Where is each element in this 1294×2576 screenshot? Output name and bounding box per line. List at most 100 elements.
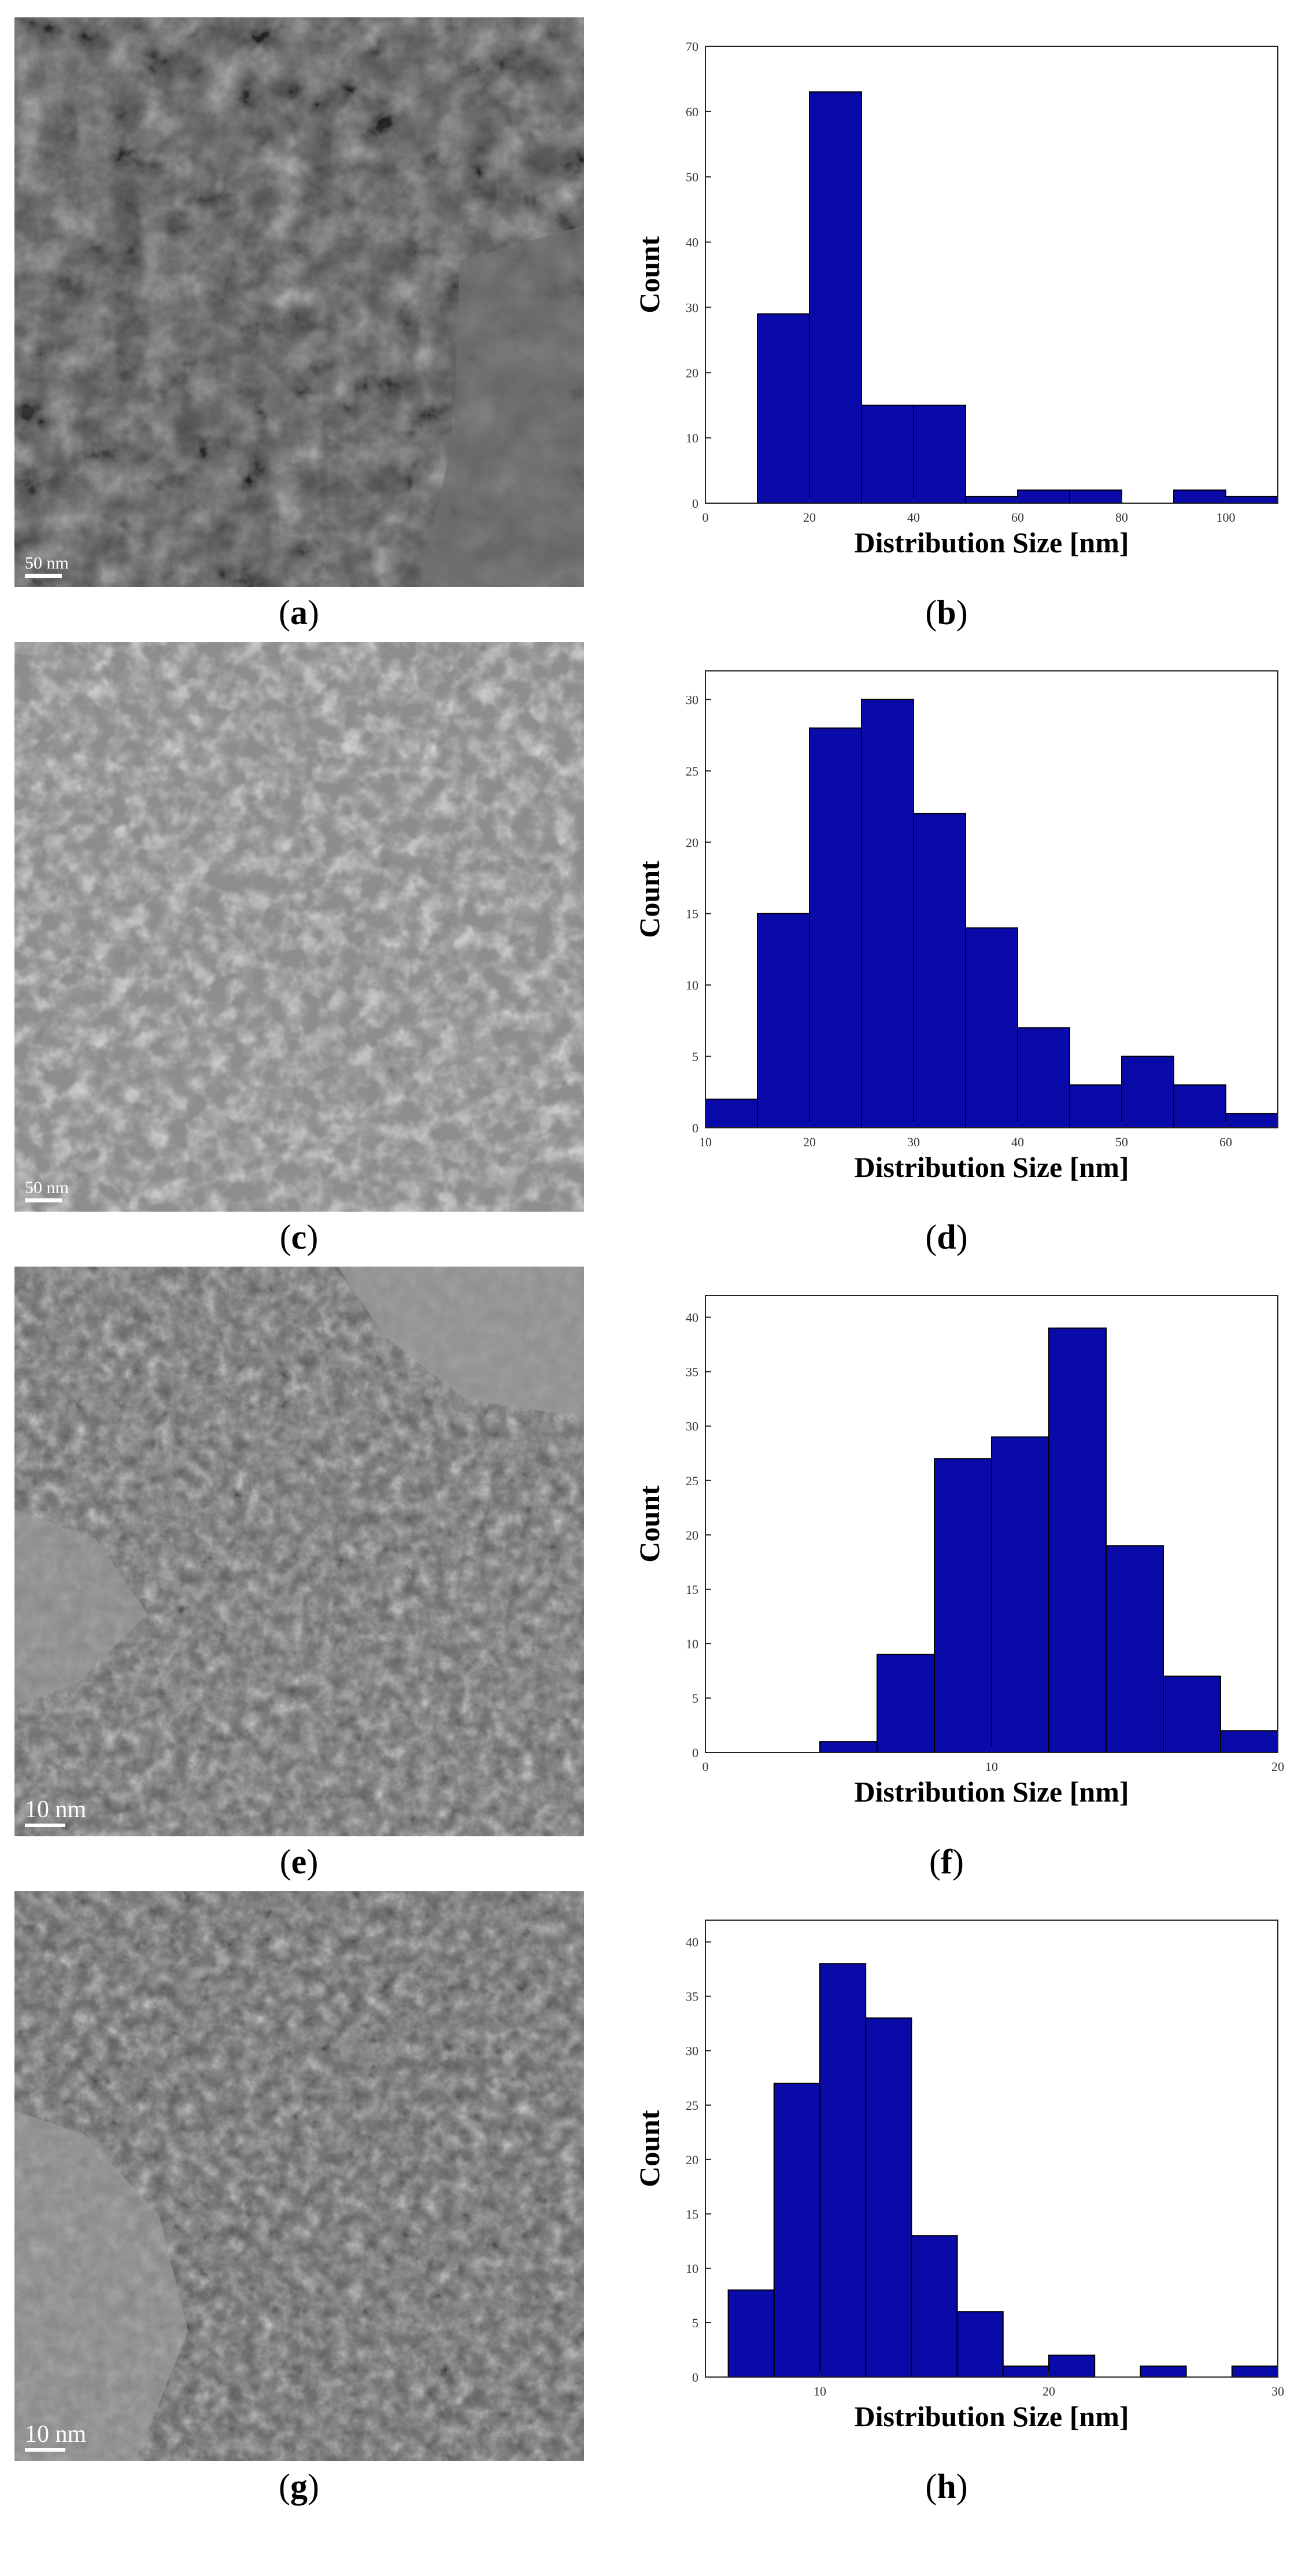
histogram-b-svg: 0 20 40 60 80 100 0 10 20 30 40 50 60 70 Distribution …	[633, 39, 1278, 559]
y-axis-title: Count	[633, 236, 666, 313]
y-tick-label: 0	[692, 1121, 698, 1135]
x-tick-label: 50	[1115, 1135, 1128, 1149]
x-axis-title: Distribution Size [nm]	[855, 1776, 1129, 1808]
x-tick-label: 20	[1042, 2384, 1055, 2398]
histogram-h: 10 20 30 0 5 10 15 20 25 30 35 40 Distribution Size …	[619, 1909, 1289, 2433]
histogram-bar	[1231, 2365, 1279, 2378]
tem-texture	[14, 1267, 584, 1836]
y-tick-label: 0	[692, 496, 698, 511]
tem-image-e: 10 nm	[14, 1267, 584, 1836]
histogram-bar	[819, 1963, 867, 2378]
histogram-b: 0 20 40 60 80 100 0 10 20 30 40 50 60 70 Distribution …	[619, 35, 1289, 559]
histogram-bar	[1069, 1084, 1122, 1128]
y-tick-label: 0	[692, 2370, 698, 2385]
histogram-bar	[991, 1436, 1049, 1753]
histogram-bar	[1140, 2365, 1187, 2378]
tem-texture	[14, 17, 584, 587]
histogram-bar	[1002, 2365, 1049, 2378]
histogram-bar	[727, 2289, 775, 2378]
y-axis-title: Count	[633, 1485, 666, 1563]
x-tick-label: 100	[1217, 510, 1236, 525]
tem-image-a: 50 nm	[14, 17, 584, 587]
x-tick-label: 30	[907, 1135, 920, 1149]
tem-image-c: 50 nm	[14, 642, 584, 1212]
panel-label-g: (g)	[279, 2467, 319, 2505]
y-tick-label: 5	[692, 1050, 698, 1064]
x-axis-title: Distribution Size [nm]	[855, 1151, 1129, 1183]
y-tick-label: 35	[686, 1990, 698, 2004]
y-tick-label: 30	[686, 692, 698, 707]
x-tick-label: 20	[1271, 1759, 1284, 1774]
histogram-bar	[1106, 1545, 1164, 1753]
histogram-f: 0 10 20 0 5 10 15 20 25 30 35 40 Distribution Size […	[619, 1284, 1289, 1808]
y-tick-label: 15	[686, 1582, 698, 1597]
x-tick-label: 60	[1219, 1135, 1232, 1149]
y-tick-label: 25	[686, 1474, 698, 1488]
histogram-bar	[965, 927, 1018, 1128]
histogram-bar	[861, 699, 914, 1128]
histogram-bar	[819, 1741, 878, 1754]
y-tick-label: 30	[686, 1419, 698, 1434]
panel-label-d: (d)	[925, 1218, 968, 1256]
y-axis-title: Count	[633, 2110, 666, 2187]
y-tick-label: 15	[686, 2207, 698, 2221]
histogram-bar	[911, 2235, 958, 2378]
y-tick-label: 20	[686, 1528, 698, 1542]
scale-bar: 10 nm	[25, 2422, 86, 2452]
y-tick-label: 40	[686, 1935, 698, 1950]
histogram-bar	[1048, 2354, 1096, 2378]
histogram-bar	[1163, 1675, 1221, 1753]
x-axis-title: Distribution Size [nm]	[855, 526, 1129, 559]
x-tick-label: 10	[699, 1135, 712, 1149]
x-tick-label: 80	[1115, 510, 1128, 525]
histogram-bar	[773, 2083, 820, 2378]
y-tick-label: 60	[686, 105, 698, 119]
histogram-bar	[757, 913, 810, 1128]
y-tick-label: 5	[692, 2316, 698, 2330]
histogram-bar	[1173, 489, 1226, 504]
x-tick-label: 30	[1271, 2384, 1284, 2398]
histogram-bar	[809, 91, 862, 504]
histogram-bar	[809, 727, 862, 1128]
plot-frame	[705, 670, 1278, 1128]
x-tick-label: 10	[985, 1759, 998, 1774]
y-tick-label: 10	[686, 978, 698, 992]
histogram-bar	[1173, 1084, 1226, 1128]
panel-label-f: (f)	[929, 1843, 964, 1881]
x-tick-label: 0	[703, 510, 709, 525]
y-tick-label: 30	[686, 2044, 698, 2058]
histogram-bar	[1017, 489, 1070, 504]
histogram-bar	[1225, 496, 1278, 504]
x-tick-label: 20	[803, 1135, 816, 1149]
y-axis-title: Count	[633, 861, 666, 938]
tem-texture	[14, 642, 584, 1212]
histogram-bar	[965, 496, 1018, 504]
histogram-bar	[865, 2017, 912, 2378]
y-tick-label: 40	[686, 235, 698, 250]
x-axis-title: Distribution Size [nm]	[855, 2400, 1129, 2433]
panel-label-c: (c)	[279, 1218, 319, 1256]
y-tick-label: 35	[686, 1365, 698, 1379]
x-tick-label: 10	[814, 2384, 826, 2398]
histogram-bar	[705, 1098, 758, 1128]
plot-frame	[705, 46, 1278, 504]
histogram-h-svg: 10 20 30 0 5 10 15 20 25 30 35 40 Distribution Size …	[633, 1920, 1284, 2433]
histogram-d: 10 20 30 40 50 60 0 5 10 15 20 25 30 Distribution Siz…	[619, 659, 1289, 1183]
y-tick-label: 15	[686, 907, 698, 921]
y-tick-label: 20	[686, 2153, 698, 2167]
x-tick-label: 40	[1011, 1135, 1024, 1149]
panel-label-b: (b)	[925, 593, 968, 632]
tem-image-g: 10 nm	[14, 1891, 584, 2461]
histogram-bar	[757, 313, 810, 504]
y-tick-label: 25	[686, 764, 698, 778]
x-tick-label: 20	[803, 510, 816, 525]
panel-label-h: (h)	[925, 2467, 968, 2505]
histogram-bar	[956, 2311, 1004, 2378]
scale-bar: 10 nm	[25, 1798, 86, 1827]
y-tick-label: 20	[686, 366, 698, 380]
y-tick-label: 10	[686, 2261, 698, 2276]
scale-bar: 50 nm	[25, 555, 69, 578]
y-tick-label: 20	[686, 835, 698, 850]
histogram-bar	[1225, 1113, 1278, 1128]
y-tick-label: 10	[686, 1637, 698, 1651]
